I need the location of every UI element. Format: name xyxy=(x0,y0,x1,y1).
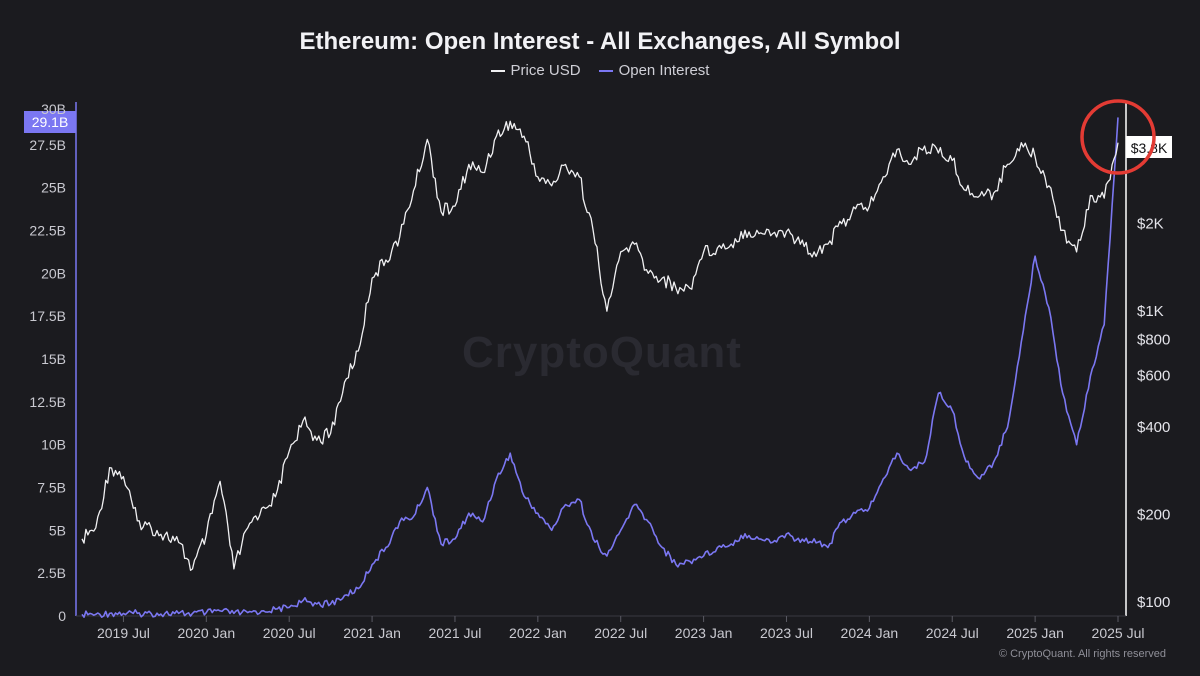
left-tick-label: 25B xyxy=(41,180,66,196)
right-axis-ticks: $100 $200 $400 $600 $800 $1K $2K xyxy=(1137,216,1170,611)
left-tick-label: 12.5B xyxy=(29,394,66,410)
copyright: © CryptoQuant. All rights reserved xyxy=(998,648,1166,660)
right-tick-label: $600 xyxy=(1137,368,1170,385)
left-axis-top-partial-label: 30B xyxy=(41,101,66,117)
x-tick-label: 2020 Jan xyxy=(178,625,236,641)
left-value-badge xyxy=(24,111,76,133)
legend-swatch-open-interest xyxy=(598,69,613,72)
right-tick-label: $1K xyxy=(1137,303,1164,320)
left-tick-label: 2.5B xyxy=(37,565,66,581)
x-tick-label: 2025 Jan xyxy=(1006,625,1064,641)
series-line-open-interest xyxy=(81,117,1119,619)
x-tick-label: 2024 Jan xyxy=(841,625,899,641)
left-tick-label: 7.5B xyxy=(37,480,66,496)
left-tick-label: 27.5B xyxy=(29,137,66,153)
right-value-badge xyxy=(1126,136,1172,158)
right-tick-label: $400 xyxy=(1137,419,1170,436)
x-tick-label: 2024 Jul xyxy=(926,625,979,641)
watermark: CryptoQuant xyxy=(462,328,742,377)
right-value-badge-text: $3.8K xyxy=(1131,140,1168,156)
x-tick-label: 2022 Jul xyxy=(594,625,647,641)
x-tick-label: 2021 Jan xyxy=(343,625,401,641)
series-line-price xyxy=(81,120,1119,571)
left-tick-label: 20B xyxy=(41,265,66,281)
legend-item-open-interest[interactable]: Open Interest xyxy=(598,62,710,79)
x-tick-label: 2025 Jul xyxy=(1092,625,1145,641)
data-points xyxy=(81,117,1119,615)
legend-label-price: Price USD xyxy=(510,62,581,79)
x-tick-label: 2019 Jul xyxy=(97,625,150,641)
legend-item-price[interactable]: Price USD xyxy=(490,62,581,79)
chart-title: Ethereum: Open Interest - All Exchanges,… xyxy=(299,28,901,55)
legend: Price USD Open Interest xyxy=(0,62,1200,79)
x-tick-label: 2023 Jul xyxy=(760,625,813,641)
right-tick-label: $200 xyxy=(1137,506,1170,523)
x-axis-ticks: 2019 Jul 2020 Jan 2020 Jul 2021 Jan 2021 Jul… xyxy=(97,616,1144,641)
x-tick-label: 2023 Jan xyxy=(675,625,733,641)
left-tick-label: 22.5B xyxy=(29,223,66,239)
right-tick-label: $2K xyxy=(1137,216,1164,233)
left-tick-label: 17.5B xyxy=(29,308,66,324)
left-tick-label: 15B xyxy=(41,351,66,367)
highlight-circle xyxy=(1080,99,1156,175)
right-tick-label: $100 xyxy=(1137,594,1170,611)
left-tick-label: 0 xyxy=(58,608,66,624)
legend-swatch-price xyxy=(490,69,505,72)
left-tick-label: 5B xyxy=(49,522,66,538)
left-value-badge-text: 29.1B xyxy=(32,114,69,130)
left-axis-ticks: 0 2.5B 5B 7.5B 10B 12.5B 15B 17.5B 20B 22.5B 25B 27… xyxy=(29,137,66,624)
left-tick-label: 10B xyxy=(41,437,66,453)
x-tick-label: 2021 Jul xyxy=(428,625,481,641)
x-tick-label: 2020 Jul xyxy=(263,625,316,641)
x-tick-label: 2022 Jan xyxy=(509,625,567,641)
legend-label-open-interest: Open Interest xyxy=(618,62,710,79)
right-tick-label: $800 xyxy=(1137,331,1170,348)
